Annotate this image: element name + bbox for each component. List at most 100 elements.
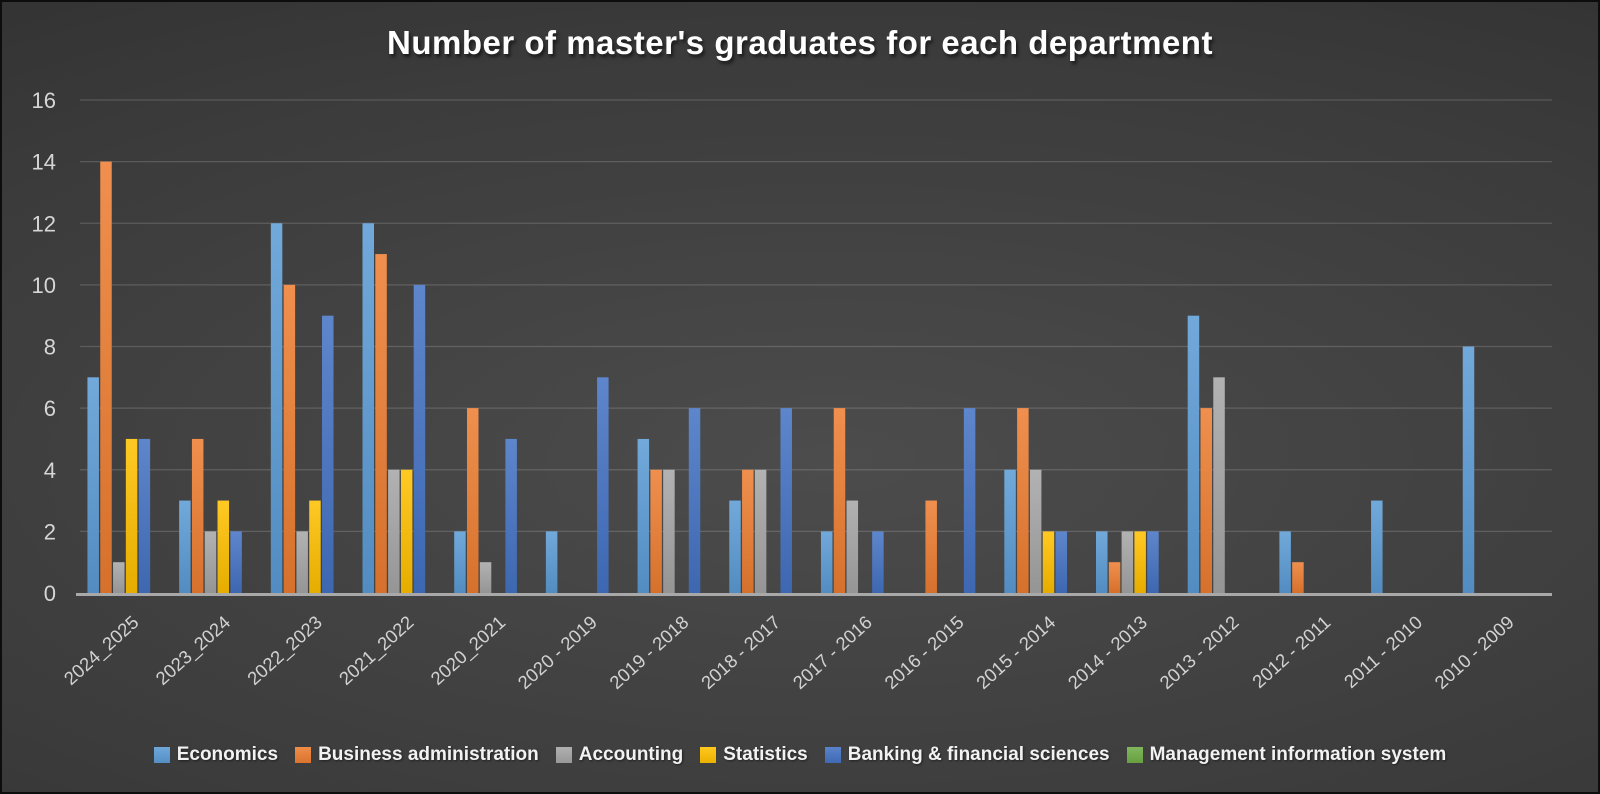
bar	[100, 161, 112, 593]
bar	[1292, 562, 1304, 593]
bar	[479, 562, 492, 593]
legend-item-banking-financial-sciences: Banking & financial sciences	[824, 744, 1110, 766]
bar	[125, 438, 138, 593]
x-tick-label: 2011 - 2010	[1340, 611, 1426, 692]
bar	[1042, 531, 1055, 593]
legend-label: Statistics	[723, 744, 808, 765]
bar	[1108, 562, 1121, 593]
legend-item-business-administration: Business administration	[295, 744, 539, 766]
bar	[663, 469, 675, 593]
bar	[1017, 408, 1029, 593]
legend-swatch	[1126, 747, 1143, 763]
x-tick-label: 2018 - 2017	[697, 611, 784, 693]
bar	[872, 531, 884, 593]
bar	[729, 500, 741, 593]
x-tick-label: 2020 - 2019	[514, 611, 601, 693]
chart-title: Number of master's graduates for each de…	[387, 24, 1213, 61]
legend-label: Business administration	[318, 744, 539, 765]
bar	[1200, 408, 1212, 593]
bar	[650, 469, 662, 593]
x-tick-label: 2013 - 2012	[1155, 611, 1242, 693]
bar	[637, 438, 650, 593]
y-tick-label: 0	[44, 581, 56, 606]
legend-item-economics: Economics	[153, 744, 279, 766]
x-tick-label: 2022_2023	[243, 611, 327, 689]
bar	[1462, 346, 1475, 593]
y-tick-label: 10	[32, 273, 56, 298]
y-tick-label: 8	[44, 335, 56, 360]
y-tick-label: 4	[44, 458, 56, 483]
x-tick-label: 2010 - 2009	[1430, 611, 1517, 693]
bar	[1004, 469, 1016, 593]
x-tick-label: 2015 - 2014	[972, 611, 1059, 693]
legend-label: Management information system	[1149, 744, 1447, 765]
x-tick-label: 2023_2024	[151, 611, 235, 689]
bar	[820, 531, 833, 593]
bar	[780, 408, 792, 593]
bar	[87, 377, 99, 593]
bar	[454, 531, 466, 593]
bar	[413, 284, 426, 593]
bar	[925, 500, 937, 593]
bar	[375, 254, 387, 593]
bar	[833, 408, 846, 593]
bar	[204, 531, 217, 593]
bar	[1029, 469, 1042, 593]
bar	[597, 377, 609, 593]
bar	[1055, 531, 1068, 593]
bar	[362, 223, 375, 593]
legend-swatch	[824, 747, 841, 763]
bar	[742, 469, 754, 593]
bar	[230, 531, 242, 593]
bar	[688, 408, 701, 593]
bar	[505, 438, 517, 593]
legend-item-accounting: Accounting	[555, 744, 684, 766]
bar	[466, 408, 479, 593]
legend-swatch	[153, 747, 170, 763]
x-tick-label: 2014 - 2013	[1064, 611, 1151, 693]
bar	[113, 562, 125, 593]
legend-swatch	[555, 747, 572, 763]
legend-label: Banking & financial sciences	[847, 744, 1110, 765]
x-tick-label: 2012 - 2011	[1248, 611, 1334, 692]
bar	[179, 500, 191, 593]
legend: Economics Business administration Accounti…	[2, 744, 1598, 766]
y-tick-label: 6	[44, 396, 56, 421]
x-tick-label: 2017 - 2016	[789, 611, 876, 693]
bar	[1121, 531, 1134, 593]
bar	[309, 500, 321, 593]
x-tick-label: 2016 - 2015	[880, 611, 967, 693]
y-tick-label: 2	[44, 519, 56, 544]
bar	[754, 469, 767, 593]
x-tick-label: 2021_2022	[335, 611, 419, 689]
bar	[846, 500, 859, 593]
legend-swatch	[700, 747, 717, 763]
bar	[270, 223, 283, 593]
legend-swatch	[295, 747, 312, 763]
legend-item-management-information-system: Management information system	[1126, 744, 1447, 766]
x-tick-label: 2024_2025	[60, 611, 144, 689]
y-tick-label: 16	[32, 88, 56, 113]
bar	[400, 469, 413, 593]
y-tick-label: 12	[32, 211, 56, 236]
bar	[191, 438, 204, 593]
bar	[217, 500, 230, 593]
y-tick-label: 14	[32, 150, 56, 175]
plot-area: 0 2 4 6 8 10 12 14 16 2024_2025 2023_2024 2022_2023…	[32, 88, 1552, 693]
bar	[322, 315, 334, 593]
bar	[1134, 531, 1146, 593]
bar	[1187, 315, 1200, 593]
bar	[283, 284, 296, 593]
legend-label: Accounting	[578, 744, 684, 765]
bar	[388, 469, 400, 593]
bar	[1279, 531, 1291, 593]
bar	[963, 408, 976, 593]
x-tick-label: 2020_2021	[426, 611, 510, 689]
x-tick-label: 2019 - 2018	[605, 611, 692, 693]
legend-label: Economics	[176, 744, 279, 765]
bar	[138, 438, 151, 593]
bar	[1213, 377, 1225, 593]
legend-item-statistics: Statistics	[700, 744, 808, 766]
bar	[1147, 531, 1159, 593]
